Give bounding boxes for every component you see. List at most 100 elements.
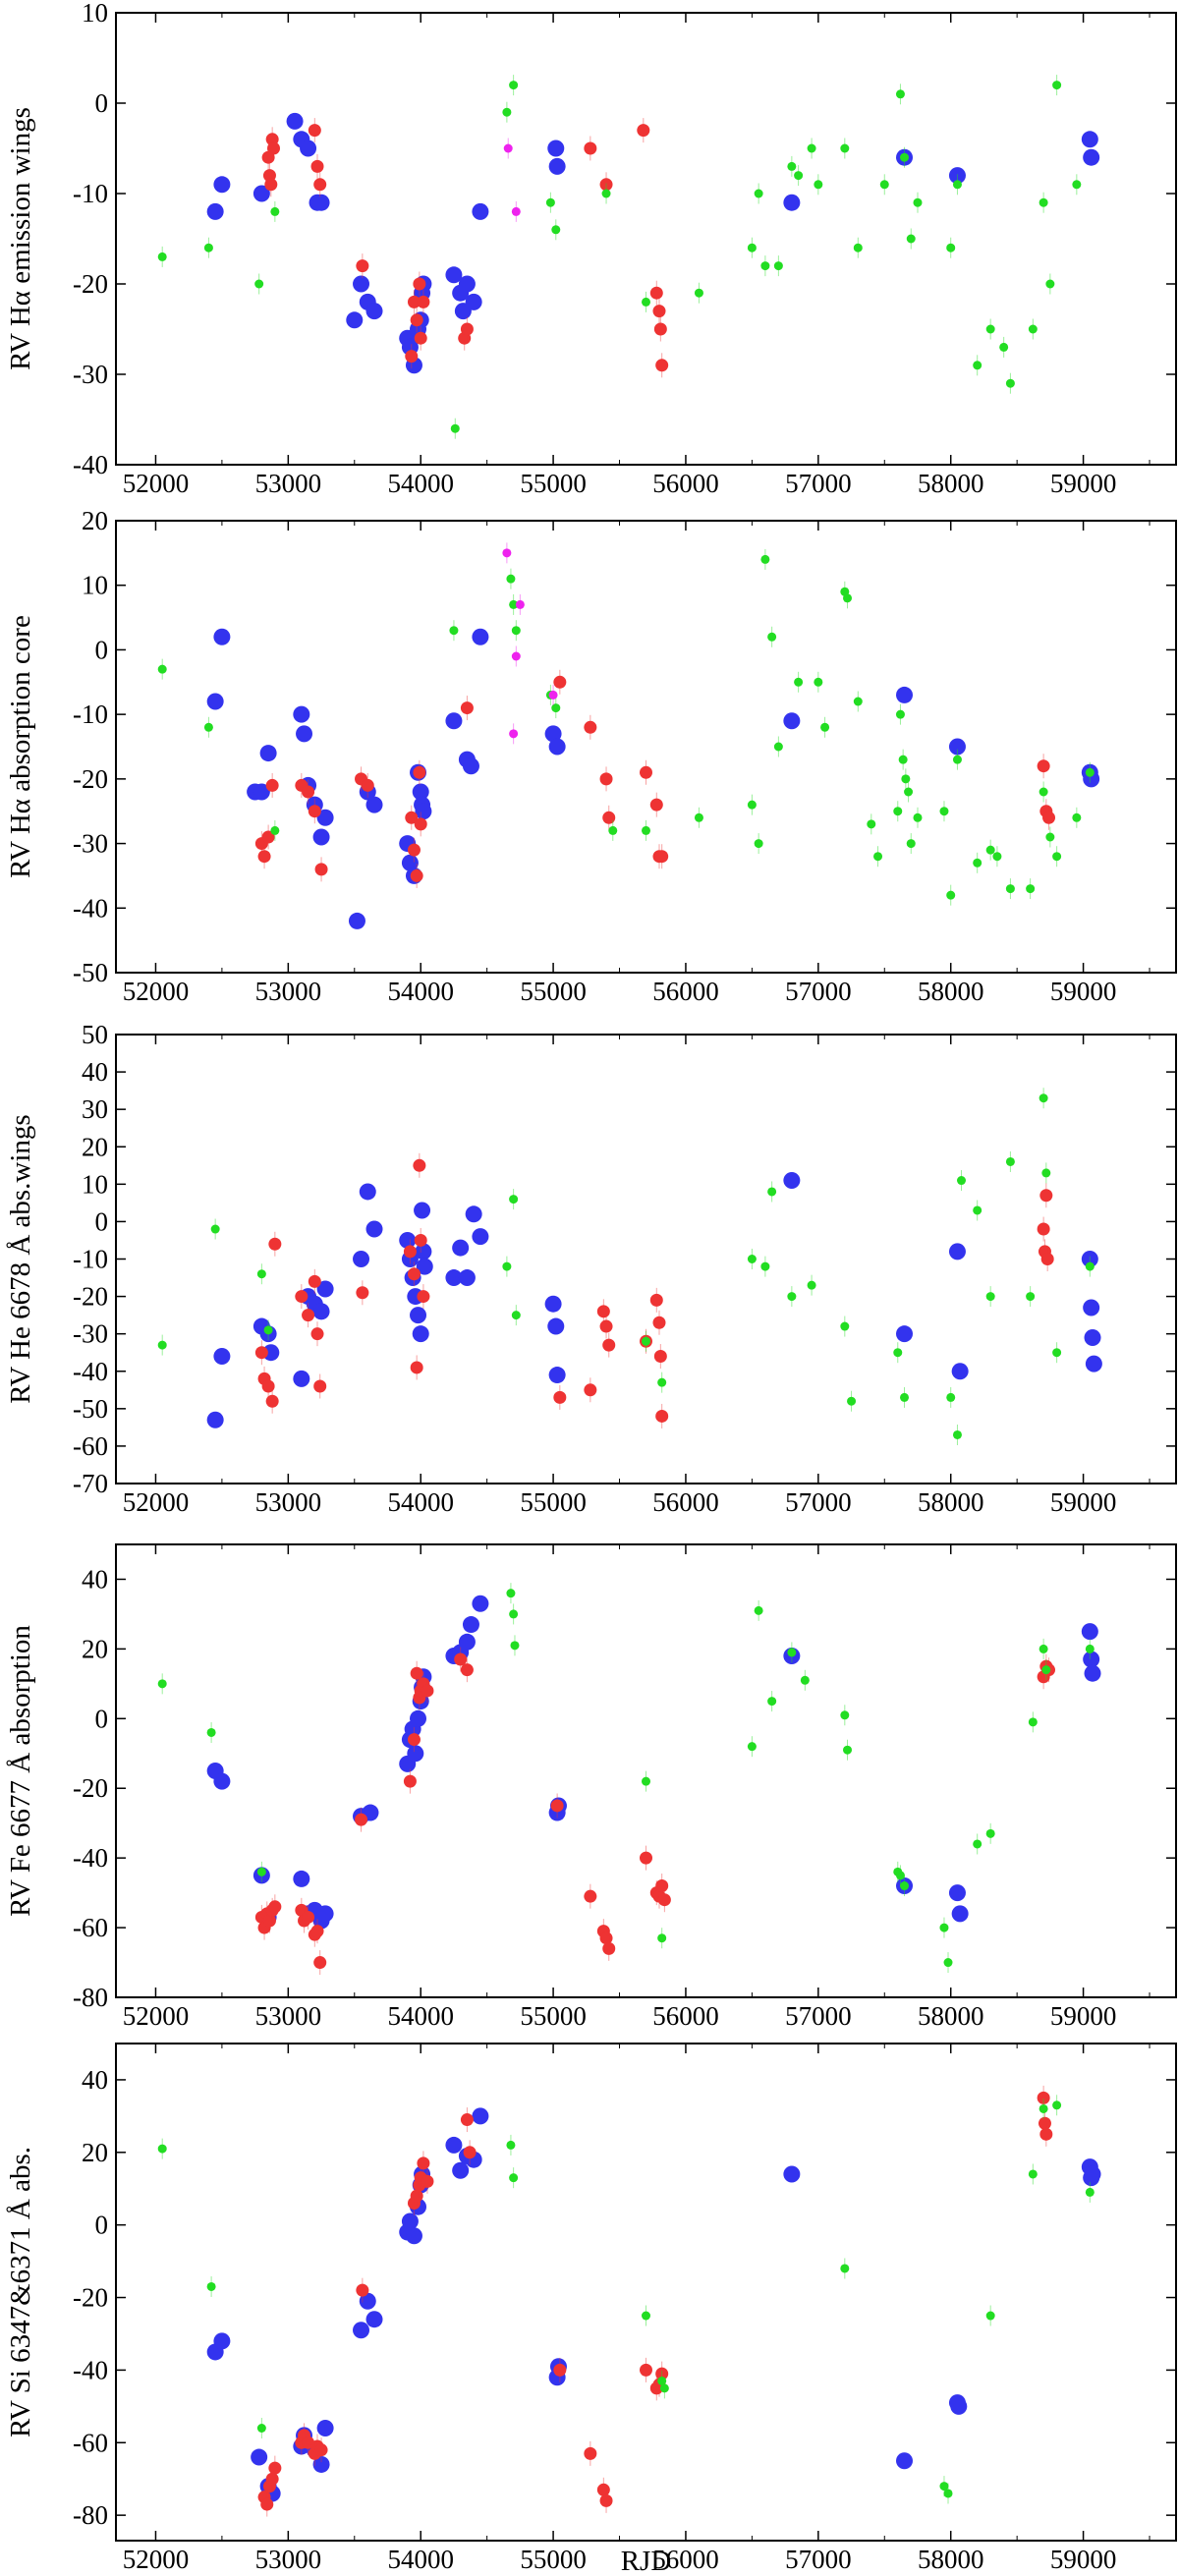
data-point-blue bbox=[365, 303, 383, 320]
data-point-green bbox=[509, 1195, 519, 1204]
data-point-red bbox=[553, 2363, 567, 2377]
data-point-green bbox=[694, 812, 703, 822]
data-point-red bbox=[314, 2443, 328, 2457]
x-tick-label: 56000 bbox=[652, 2545, 719, 2571]
data-point-red bbox=[262, 1914, 276, 1928]
data-point-green bbox=[952, 180, 962, 190]
data-point-red bbox=[655, 1409, 669, 1423]
data-point-green bbox=[506, 574, 516, 584]
data-point-green bbox=[840, 1710, 850, 1720]
panel-5: 52000 53000 54000 55000 56000 57000 58000 59000… bbox=[5, 2043, 1177, 2576]
data-point-blue bbox=[548, 738, 566, 756]
y-axis-label: RV Hα emission wings bbox=[5, 107, 36, 370]
data-point-red bbox=[1037, 759, 1050, 773]
data-point-red bbox=[657, 1893, 671, 1907]
data-point-green bbox=[946, 1392, 956, 1402]
data-point-blue bbox=[312, 2455, 330, 2473]
plot-frame bbox=[115, 2043, 1177, 2542]
data-point-green bbox=[657, 2376, 667, 2385]
data-point-blue bbox=[948, 1243, 966, 1260]
data-point-blue bbox=[316, 1905, 334, 1923]
data-point-green bbox=[900, 1881, 910, 1891]
y-tick-label: 10 bbox=[82, 571, 108, 600]
data-point-red bbox=[637, 124, 650, 138]
data-point-blue bbox=[296, 725, 313, 743]
data-point-red bbox=[417, 2156, 430, 2170]
data-point-blue bbox=[359, 2292, 376, 2310]
y-tick-label: 0 bbox=[95, 88, 109, 118]
data-point-red bbox=[602, 1338, 616, 1352]
data-point-red bbox=[355, 1813, 368, 1826]
data-point-green bbox=[642, 297, 650, 307]
data-point-green bbox=[1005, 884, 1015, 894]
series-green bbox=[157, 548, 1095, 906]
data-point-green bbox=[952, 755, 962, 764]
data-point-green bbox=[773, 742, 783, 752]
data-point-red bbox=[267, 141, 281, 155]
data-point-blue bbox=[472, 628, 489, 645]
data-point-green bbox=[946, 890, 956, 900]
data-point-green bbox=[747, 1255, 757, 1263]
data-point-red bbox=[640, 765, 652, 779]
data-point-red bbox=[584, 1889, 597, 1903]
x-tick-label: 57000 bbox=[785, 469, 852, 498]
x-tick-label: 52000 bbox=[123, 2001, 190, 2031]
data-point-red bbox=[599, 178, 613, 192]
data-point-blue bbox=[206, 693, 224, 710]
data-point-green bbox=[843, 1745, 853, 1755]
data-point-green bbox=[847, 1396, 857, 1406]
data-point-green bbox=[906, 839, 916, 849]
series-magenta bbox=[503, 138, 521, 222]
data-point-red bbox=[405, 811, 419, 824]
data-point-green bbox=[906, 234, 916, 244]
data-point-red bbox=[413, 277, 426, 291]
data-point-green bbox=[270, 825, 280, 835]
data-point-blue bbox=[253, 783, 270, 801]
data-point-red bbox=[655, 850, 669, 864]
y-tick-label: -20 bbox=[73, 764, 108, 794]
data-point-red bbox=[265, 2472, 279, 2486]
data-point-red bbox=[356, 259, 369, 273]
x-tick-label: 57000 bbox=[785, 977, 852, 1006]
data-point-red bbox=[313, 1956, 327, 1970]
data-point-blue bbox=[348, 912, 365, 929]
data-point-magenta bbox=[511, 651, 521, 661]
data-point-green bbox=[913, 812, 923, 822]
data-point-red bbox=[302, 1910, 315, 1924]
data-point-green bbox=[787, 1648, 797, 1657]
data-point-red bbox=[403, 1245, 417, 1259]
x-tick-label: 58000 bbox=[918, 469, 984, 498]
x-tick-label: 56000 bbox=[652, 2001, 719, 2031]
data-point-blue bbox=[1085, 1355, 1102, 1372]
data-point-blue bbox=[259, 745, 277, 762]
data-point-red bbox=[584, 1383, 597, 1397]
data-point-green bbox=[1052, 81, 1062, 90]
data-point-green bbox=[256, 2424, 266, 2434]
data-point-blue bbox=[1083, 148, 1100, 166]
data-point-green bbox=[1026, 1292, 1036, 1302]
series-magenta bbox=[502, 542, 558, 745]
data-point-red bbox=[596, 1305, 610, 1318]
data-point-green bbox=[203, 722, 213, 732]
data-point-green bbox=[747, 1742, 757, 1752]
y-tick-label: -80 bbox=[73, 1983, 108, 2012]
series-red bbox=[254, 1152, 1054, 1428]
data-point-green bbox=[939, 807, 949, 816]
data-point-blue bbox=[316, 809, 334, 826]
data-point-green bbox=[551, 225, 561, 235]
data-point-blue bbox=[412, 1325, 429, 1343]
data-point-green bbox=[853, 697, 863, 706]
x-tick-label: 59000 bbox=[1050, 1487, 1117, 1517]
data-point-red bbox=[649, 1293, 663, 1307]
data-point-magenta bbox=[503, 143, 513, 153]
data-point-red bbox=[417, 295, 430, 308]
data-point-red bbox=[405, 350, 419, 364]
y-tick-label: -60 bbox=[73, 2428, 108, 2457]
x-tick-label: 55000 bbox=[520, 2545, 587, 2571]
data-point-green bbox=[814, 180, 823, 190]
y-tick-label: -40 bbox=[73, 1357, 108, 1386]
data-point-blue bbox=[458, 1633, 476, 1651]
data-point-red bbox=[413, 765, 426, 779]
data-point-red bbox=[649, 286, 663, 300]
